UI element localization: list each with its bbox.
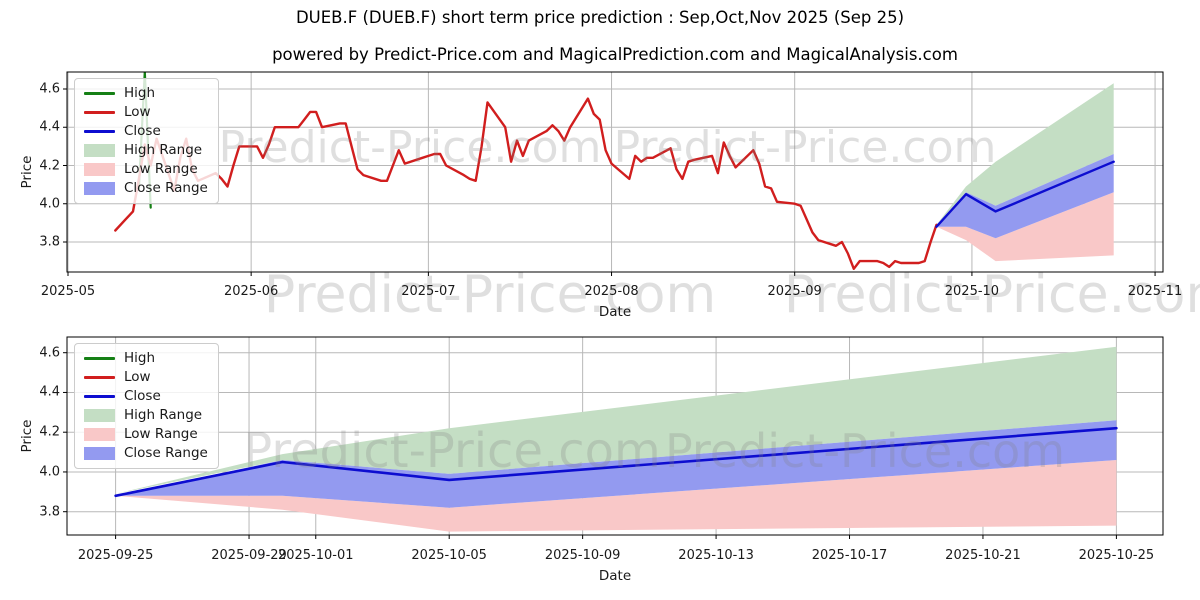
low-range-band — [115, 460, 1117, 532]
legend-label: Close Range — [124, 180, 208, 196]
legend-label: Low Range — [124, 161, 198, 177]
low-range-band — [936, 192, 1114, 262]
x-axis-label: Date — [598, 304, 632, 320]
legend-label: Low — [124, 369, 151, 385]
watermark-text: Predict-Price.com — [264, 265, 716, 325]
x-tick-label: 2025-10-05 — [411, 548, 487, 563]
page-title: DUEB.F (DUEB.F) short term price predict… — [295, 8, 905, 27]
axes-spines — [66, 71, 1164, 273]
y-tick-label: 4.2 — [39, 158, 60, 173]
close-line — [114, 426, 1118, 498]
x-tick-label: 2025-10-09 — [544, 548, 621, 563]
legend-patch-swatch — [84, 447, 115, 460]
y-tick-label: 4.0 — [39, 464, 60, 480]
x-tick-label: 2025-10-01 — [277, 548, 354, 563]
plot-area-top — [63, 71, 1164, 276]
legend-line-swatch — [84, 394, 115, 399]
legend-label: High Range — [124, 407, 203, 423]
x-tick-label: 2025-09 — [767, 284, 822, 299]
x-tick-label: 2025-10-17 — [811, 548, 888, 563]
legend-item: High — [84, 86, 208, 101]
watermark-text: Predict-Price.com — [665, 424, 1065, 478]
high-range-band — [115, 346, 1117, 494]
legend-item: Close — [84, 389, 208, 404]
legend-patch-swatch — [84, 144, 115, 157]
watermark-text: Predict-Price.com — [614, 122, 997, 173]
legend-label: High — [124, 350, 156, 366]
watermark-text: Predict-Price.com — [243, 423, 661, 479]
y-axis-label: Price — [19, 155, 35, 189]
x-tick-label: 2025-09-29 — [211, 548, 287, 563]
y-tick-label: 4.4 — [39, 119, 60, 135]
y-tick-label: 3.8 — [39, 504, 60, 520]
x-tick-label: 2025-07 — [401, 284, 456, 299]
legend-item: High Range — [84, 143, 208, 158]
close-range-band — [115, 420, 1117, 508]
legend-patch-swatch — [84, 182, 115, 195]
legend-line-swatch — [84, 129, 115, 134]
high-range-band — [936, 83, 1114, 225]
y-tick-label: 4.2 — [39, 424, 60, 440]
close-range-band — [936, 154, 1114, 239]
legend-item: Close Range — [84, 181, 208, 196]
legend-label: Close — [124, 388, 161, 404]
legend-item: Close Range — [84, 446, 208, 461]
legend-patch-swatch — [84, 163, 115, 176]
plot-area-bottom — [63, 336, 1164, 539]
legend-label: Low — [124, 104, 151, 120]
y-tick-label: 4.4 — [39, 384, 60, 400]
x-tick-label: 2025-05 — [40, 284, 96, 299]
legend-top-chart: High Low Close High Range Low Range Close Ran… — [74, 78, 219, 204]
y-tick-label: 4.6 — [39, 345, 60, 361]
legend-label: Low Range — [124, 426, 198, 442]
legend-item: High Range — [84, 408, 208, 423]
legend-line-swatch — [84, 110, 115, 115]
legend-label: Close — [124, 123, 161, 139]
legend-label: Close Range — [124, 445, 208, 461]
legend-bottom-chart: High Low Close High Range Low Range Close Ran… — [74, 343, 219, 469]
y-axis-label: Price — [19, 419, 35, 453]
x-tick-label: 2025-09-25 — [77, 548, 154, 563]
y-tick-label: 4.0 — [39, 196, 60, 212]
watermark-text: Predict-Price.com — [219, 122, 602, 173]
x-tick-label: 2025-11 — [1127, 284, 1183, 299]
x-tick-label: 2025-10-21 — [945, 548, 1021, 563]
x-axis-label: Date — [598, 568, 632, 584]
legend-item: Close — [84, 124, 208, 139]
legend-item: Low Range — [84, 427, 208, 442]
legend-item: Low — [84, 105, 208, 120]
legend-line-swatch — [84, 375, 115, 380]
legend-label: High Range — [124, 142, 203, 158]
legend-item: Low — [84, 370, 208, 385]
legend-patch-swatch — [84, 428, 115, 441]
legend-label: High — [124, 85, 156, 101]
axes-spines — [66, 336, 1164, 536]
legend-item: Low Range — [84, 162, 208, 177]
low-line — [114, 97, 938, 270]
legend-line-swatch — [84, 356, 115, 361]
legend-patch-swatch — [84, 409, 115, 422]
x-tick-label: 2025-10-25 — [1078, 548, 1155, 563]
watermark-text: Predict-Price.com — [784, 265, 1200, 325]
x-tick-label: 2025-10 — [944, 284, 1000, 299]
x-tick-label: 2025-08 — [584, 284, 639, 299]
legend-line-swatch — [84, 91, 115, 96]
y-tick-label: 3.8 — [39, 234, 60, 250]
legend-item: High — [84, 351, 208, 366]
x-tick-label: 2025-06 — [223, 284, 279, 299]
figure-subtitle: powered by Predict-Price.com and Magical… — [272, 45, 958, 64]
y-tick-label: 4.6 — [39, 81, 60, 97]
close-line — [935, 160, 1115, 228]
x-tick-label: 2025-10-13 — [678, 548, 754, 563]
